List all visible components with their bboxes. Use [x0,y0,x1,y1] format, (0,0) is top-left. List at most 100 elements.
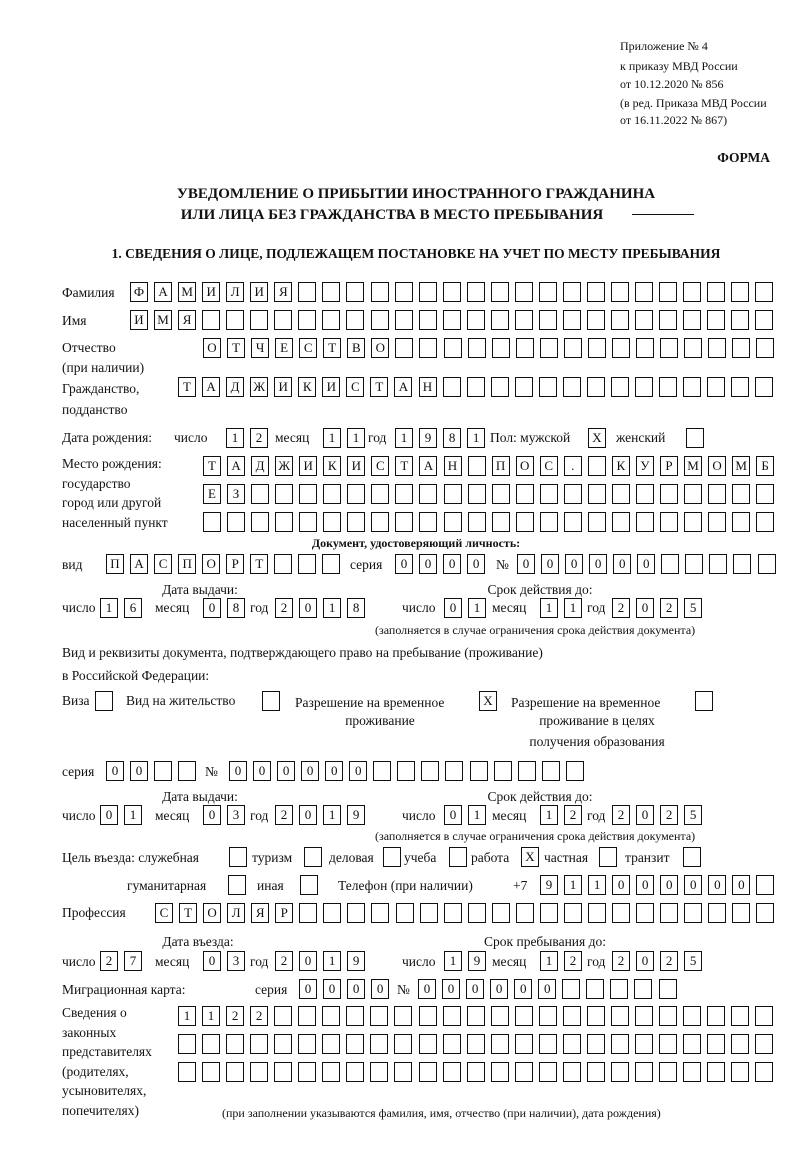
char-cell[interactable] [397,761,416,781]
char-cell[interactable]: Д [251,456,270,476]
char-cell[interactable]: 0 [443,554,462,574]
char-cell[interactable] [347,903,366,923]
char-cell[interactable] [275,484,294,504]
char-cell[interactable] [418,1062,437,1082]
char-cell[interactable] [370,1006,389,1026]
char-cell[interactable] [442,377,461,397]
char-cell[interactable]: 1 [468,805,487,825]
char-cell[interactable] [418,282,437,302]
char-cell[interactable]: О [202,554,221,574]
char-cell[interactable]: 8 [443,428,462,448]
char-cell[interactable]: 2 [226,1006,245,1026]
char-cell[interactable] [226,1034,245,1054]
char-cell[interactable]: 0 [466,979,485,999]
char-cell[interactable] [538,377,557,397]
char-cell[interactable]: 2 [660,805,679,825]
char-cell[interactable] [539,484,558,504]
char-cell[interactable] [541,761,560,781]
char-cell[interactable] [322,310,341,330]
char-cell[interactable]: 9 [347,805,366,825]
char-cell[interactable]: 2 [660,598,679,618]
char-cell[interactable]: 0 [203,805,221,825]
char-cell[interactable]: Р [659,456,678,476]
char-cell[interactable]: 2 [100,951,118,971]
char-cell[interactable] [539,338,558,358]
char-cell[interactable]: 0 [100,805,118,825]
char-cell[interactable] [274,310,293,330]
char-cell[interactable]: Ч [251,338,270,358]
char-cell[interactable] [298,282,317,302]
char-cell[interactable] [587,456,606,476]
char-cell[interactable]: О [371,338,390,358]
char-cell[interactable]: С [154,554,173,574]
char-cell[interactable] [586,377,605,397]
char-cell[interactable] [443,903,462,923]
char-cell[interactable] [322,554,341,574]
char-cell[interactable] [442,1034,461,1054]
char-cell[interactable] [563,512,582,532]
char-cell[interactable] [443,484,462,504]
char-cell[interactable] [563,338,582,358]
char-cell[interactable] [490,1062,509,1082]
char-cell[interactable] [538,1034,557,1054]
char-cell[interactable]: 1 [540,805,558,825]
char-cell[interactable] [395,338,414,358]
char-cell[interactable] [659,1062,677,1082]
char-cell[interactable] [562,310,581,330]
char-cell[interactable]: С [539,456,558,476]
char-cell[interactable] [467,456,486,476]
char-cell[interactable]: 2 [612,805,630,825]
char-cell[interactable]: 0 [347,979,366,999]
char-cell[interactable] [515,903,534,923]
char-cell[interactable]: Н [418,377,437,397]
char-cell[interactable]: С [155,903,173,923]
char-cell[interactable] [299,484,318,504]
char-cell[interactable] [394,310,413,330]
char-cell[interactable]: 1 [178,1006,196,1026]
char-cell[interactable]: 9 [419,428,438,448]
char-cell[interactable] [370,282,389,302]
char-cell[interactable]: Т [370,377,389,397]
char-cell[interactable] [371,512,390,532]
char-cell[interactable] [755,1006,774,1026]
char-cell[interactable]: 1 [540,598,558,618]
char-cell[interactable]: 1 [347,428,366,448]
char-cell[interactable] [611,282,629,302]
char-cell[interactable] [732,903,751,923]
char-cell[interactable]: 0 [106,761,124,781]
char-cell[interactable] [587,338,606,358]
char-cell[interactable] [418,310,437,330]
char-cell[interactable] [394,1006,413,1026]
checkbox[interactable] [304,847,322,867]
char-cell[interactable]: 0 [203,598,221,618]
char-cell[interactable]: 1 [124,805,143,825]
char-cell[interactable]: 0 [325,761,344,781]
char-cell[interactable]: 0 [708,875,727,895]
char-cell[interactable] [371,903,390,923]
char-cell[interactable] [274,1034,293,1054]
char-cell[interactable] [418,1006,437,1026]
char-cell[interactable]: 1 [467,428,486,448]
char-cell[interactable] [586,1034,605,1054]
char-cell[interactable]: О [708,456,727,476]
char-cell[interactable]: 0 [349,761,368,781]
char-cell[interactable] [611,903,630,923]
char-cell[interactable] [708,338,727,358]
char-cell[interactable] [178,761,197,781]
char-cell[interactable] [346,1006,365,1026]
char-cell[interactable] [226,1062,245,1082]
char-cell[interactable] [755,1034,774,1054]
char-cell[interactable]: 0 [323,979,342,999]
char-cell[interactable] [565,761,584,781]
char-cell[interactable] [322,282,341,302]
char-cell[interactable] [467,484,486,504]
char-cell[interactable] [418,1034,437,1054]
char-cell[interactable]: 1 [323,428,341,448]
char-cell[interactable] [394,1062,413,1082]
char-cell[interactable]: 1 [202,1006,221,1026]
char-cell[interactable] [635,282,654,302]
char-cell[interactable]: 1 [564,598,583,618]
char-cell[interactable] [346,1034,365,1054]
char-cell[interactable]: А [130,554,149,574]
char-cell[interactable]: 0 [490,979,509,999]
